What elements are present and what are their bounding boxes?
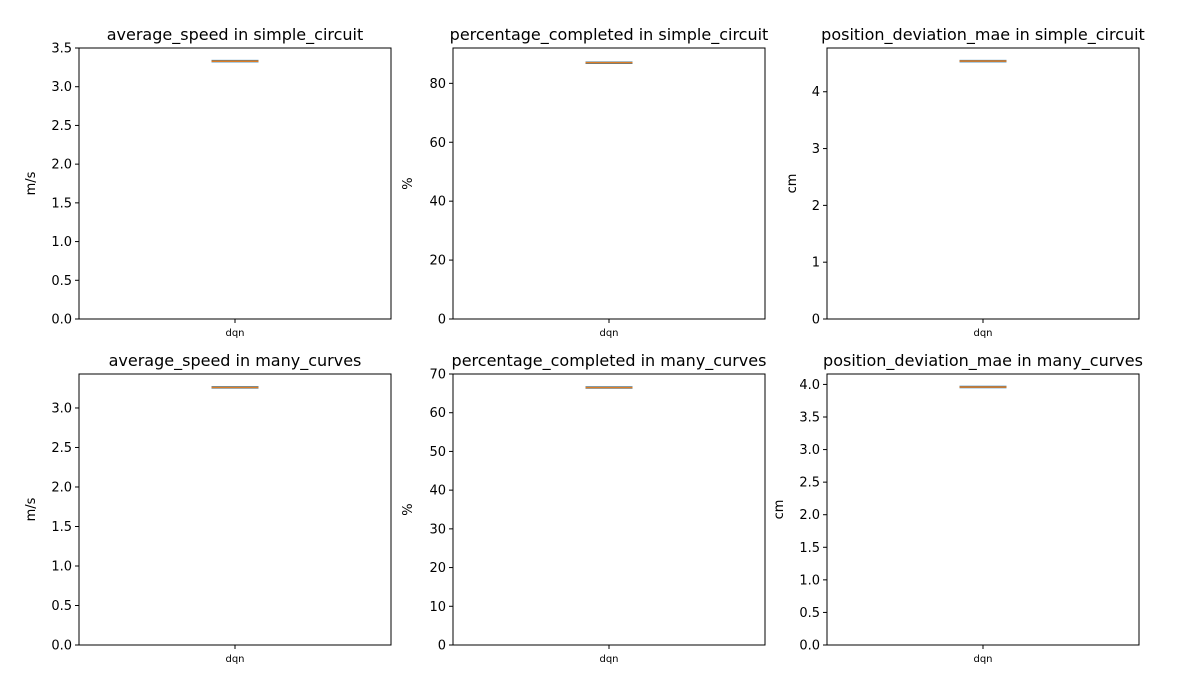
subplot-1: average_speed in simple_circuit m/s 0.0 0.5… [24,25,392,339]
y-tick-label: 20 [429,561,446,576]
chart-title: average_speed in simple_circuit [107,25,364,45]
y-axis-label: % [401,177,416,189]
y-tick-label: 1.0 [51,235,72,250]
y-tick-label: 1.0 [799,573,820,588]
chart-title: position_deviation_mae in many_curves [823,351,1143,371]
y-tick-label: 3.5 [51,42,72,57]
y-tick-label: 0 [812,313,820,328]
y-tick-label: 0 [438,313,446,328]
y-tick-label: 2.5 [51,119,72,134]
y-tick-label: 3 [812,142,820,157]
y-tick-label: 2.5 [799,476,820,491]
y-tick-label: 3.0 [799,443,820,458]
subplot-5: percentage_completed in many_curves% 0 10 2… [401,351,766,665]
y-tick-label: 0.0 [51,639,72,654]
y-axis-label: m/s [24,497,39,521]
axes-frame [78,47,392,320]
y-tick-label: 60 [429,406,446,421]
y-tick-label: 0.5 [799,606,820,621]
x-tick-label: dqn [973,654,992,665]
y-axis-label: cm [772,500,787,520]
y-tick-label: 2 [812,199,820,214]
y-tick-label: 4.0 [799,378,820,393]
y-axis-label: m/s [24,171,39,195]
y-tick-label: 1.5 [51,196,72,211]
y-tick-label: 3.0 [51,401,72,416]
y-tick-label: 3.0 [51,80,72,95]
chart-title: percentage_completed in simple_circuit [450,25,769,45]
y-tick-label: 0.5 [51,274,72,289]
subplot-3: position_deviation_mae in simple_circuit… [785,25,1145,339]
axes-frame [452,373,766,646]
y-tick-label: 3.5 [799,410,820,425]
y-tick-label: 1.0 [51,559,72,574]
subplot-2: percentage_completed in simple_circuit% 0… [401,25,768,339]
y-tick-label: 70 [429,368,446,383]
y-tick-label: 80 [429,77,446,92]
x-tick-label: dqn [599,654,618,665]
y-axis-label: % [401,503,416,515]
chart-title: percentage_completed in many_curves [452,351,767,371]
y-tick-label: 40 [429,195,446,210]
chart-title: average_speed in many_curves [109,351,362,371]
y-tick-label: 0 [438,639,446,654]
axes-frame [78,373,392,646]
y-tick-label: 10 [429,600,446,615]
x-tick-label: dqn [225,654,244,665]
x-tick-label: dqn [973,328,992,339]
y-tick-label: 50 [429,445,446,460]
y-tick-label: 0.5 [51,599,72,614]
y-tick-label: 40 [429,484,446,499]
y-tick-label: 4 [812,85,820,100]
y-tick-label: 30 [429,522,446,537]
y-tick-label: 2.0 [51,158,72,173]
y-tick-label: 2.0 [799,508,820,523]
y-tick-label: 0.0 [51,313,72,328]
y-tick-label: 1.5 [799,541,820,556]
y-tick-label: 2.0 [51,480,72,495]
y-tick-label: 1 [812,256,820,271]
y-tick-label: 0.0 [799,639,820,654]
y-tick-label: 1.5 [51,520,72,535]
subplot-4: average_speed in many_curves m/s 0.0 0.5 1.0… [24,351,392,665]
y-tick-label: 20 [429,254,446,269]
axes-frame [826,373,1140,646]
y-tick-label: 2.5 [51,441,72,456]
axes-frame [826,47,1140,320]
x-tick-label: dqn [599,328,618,339]
x-tick-label: dqn [225,328,244,339]
chart-title: position_deviation_mae in simple_circuit [821,25,1145,45]
y-tick-label: 60 [429,136,446,151]
axes-frame [452,47,766,320]
y-axis-label: cm [785,174,800,194]
